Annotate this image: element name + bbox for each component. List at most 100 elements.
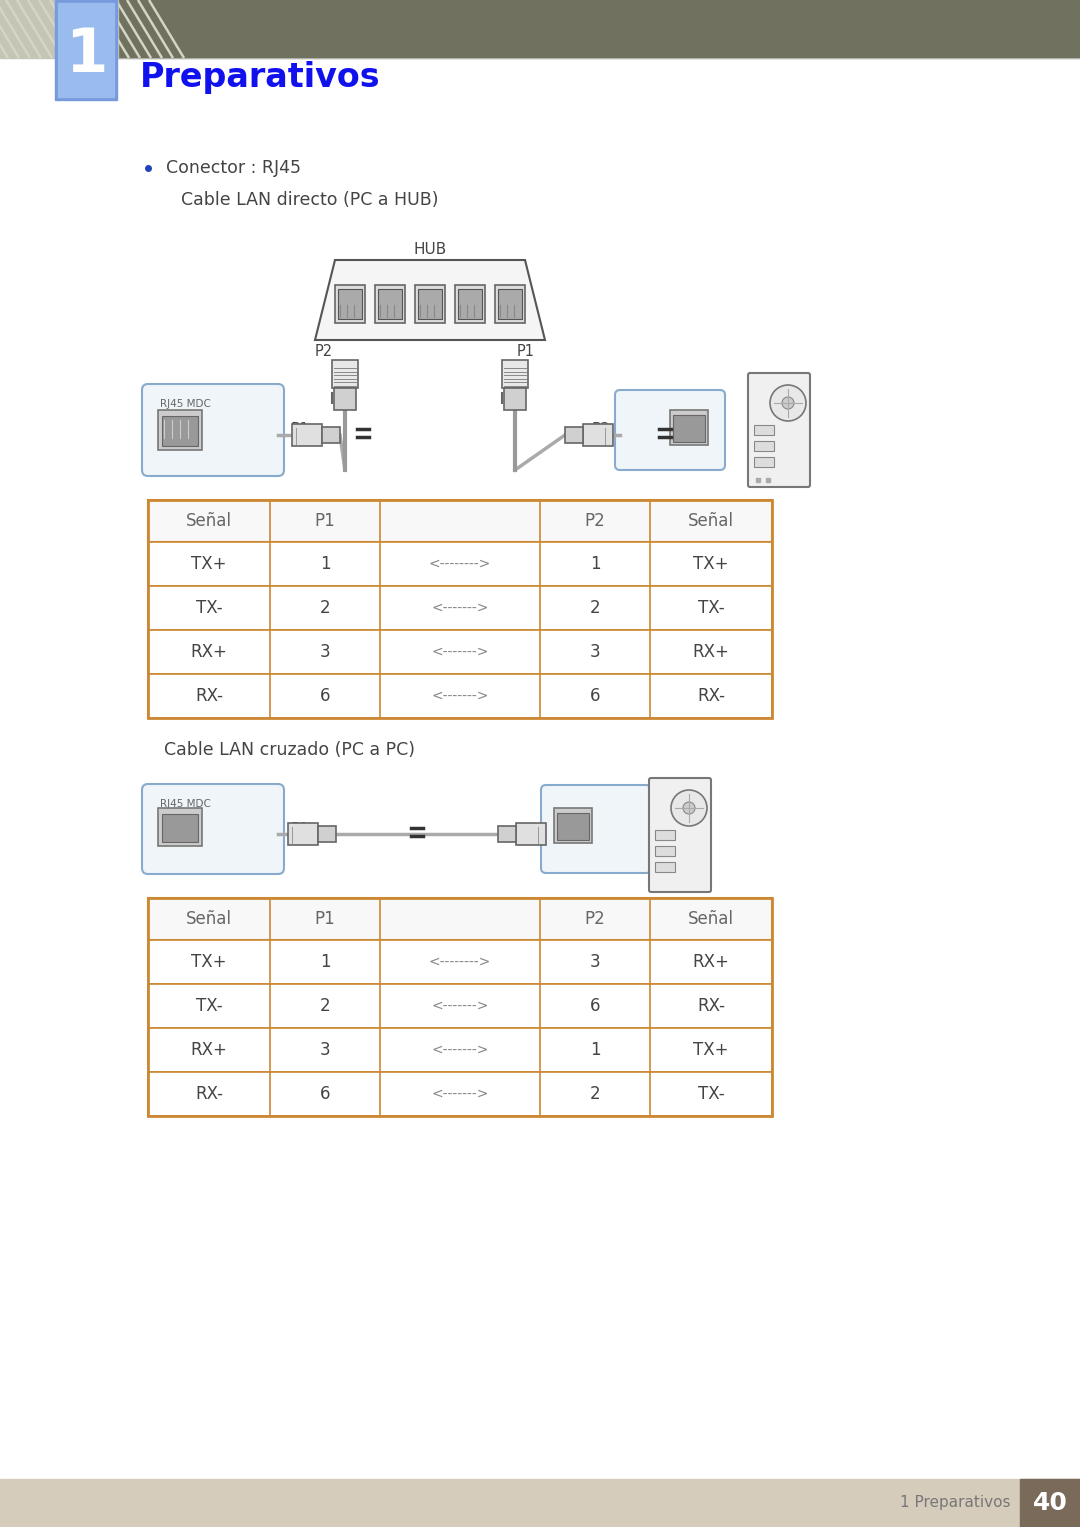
Text: 3: 3: [590, 953, 600, 971]
Bar: [670, 411, 708, 444]
Bar: [754, 425, 774, 435]
Text: Señal: Señal: [186, 512, 232, 530]
Bar: [332, 360, 357, 388]
Text: 1: 1: [320, 953, 330, 971]
Text: P2: P2: [315, 345, 333, 359]
Bar: [498, 826, 516, 841]
Text: TX-: TX-: [195, 997, 222, 1015]
FancyBboxPatch shape: [649, 777, 711, 892]
Bar: [654, 831, 675, 840]
Bar: [418, 289, 442, 319]
Text: RJ45 MDC: RJ45 MDC: [160, 799, 211, 809]
Text: RX-: RX-: [195, 1086, 222, 1102]
Bar: [754, 457, 774, 467]
Circle shape: [782, 397, 794, 409]
Text: <------->: <------->: [431, 1087, 488, 1101]
Circle shape: [770, 385, 806, 421]
Text: Señal: Señal: [688, 910, 734, 928]
FancyBboxPatch shape: [748, 373, 810, 487]
Bar: [0, 0, 118, 58]
Bar: [554, 808, 592, 843]
Text: <------->: <------->: [431, 689, 488, 702]
Text: RX-: RX-: [697, 687, 725, 705]
Text: Señal: Señal: [688, 512, 734, 530]
Text: P2: P2: [584, 910, 606, 928]
Text: 1: 1: [320, 554, 330, 573]
Bar: [55, 0, 117, 99]
FancyBboxPatch shape: [141, 783, 284, 873]
Text: 1: 1: [65, 26, 107, 84]
Text: Cable LAN cruzado (PC a PC): Cable LAN cruzado (PC a PC): [164, 741, 415, 759]
Bar: [162, 415, 198, 446]
Text: TX-: TX-: [195, 599, 222, 617]
Text: P1: P1: [291, 822, 309, 837]
Bar: [516, 823, 546, 844]
Bar: [1020, 1480, 1080, 1527]
Text: P1: P1: [291, 423, 309, 438]
FancyBboxPatch shape: [541, 785, 651, 873]
Text: P1: P1: [314, 512, 336, 530]
Bar: [148, 673, 772, 718]
Text: RJ45 MDC: RJ45 MDC: [160, 399, 211, 409]
Bar: [148, 631, 772, 673]
Bar: [292, 425, 322, 446]
Text: TX+: TX+: [693, 1041, 729, 1060]
Text: TX-: TX-: [698, 1086, 725, 1102]
Bar: [288, 823, 318, 844]
Text: 6: 6: [320, 1086, 330, 1102]
Text: <-------->: <-------->: [429, 954, 491, 970]
Bar: [654, 863, 675, 872]
Text: Conector : RJ45: Conector : RJ45: [166, 159, 301, 177]
Bar: [0, 1480, 1080, 1527]
Text: Señal: Señal: [186, 910, 232, 928]
Bar: [318, 826, 336, 841]
Bar: [338, 289, 362, 319]
Text: RX+: RX+: [190, 643, 228, 661]
Bar: [754, 441, 774, 450]
Polygon shape: [315, 260, 545, 341]
Text: <-------->: <-------->: [429, 557, 491, 571]
Text: P2: P2: [584, 512, 606, 530]
Bar: [148, 1072, 772, 1116]
Bar: [504, 388, 526, 411]
Bar: [502, 360, 528, 388]
Bar: [375, 286, 405, 324]
Text: 6: 6: [320, 687, 330, 705]
Text: TX+: TX+: [191, 953, 227, 971]
Text: 2: 2: [320, 599, 330, 617]
Text: 40: 40: [1032, 1490, 1067, 1515]
Bar: [162, 814, 198, 841]
Circle shape: [671, 789, 707, 826]
Text: 1: 1: [590, 1041, 600, 1060]
Text: P1: P1: [314, 910, 336, 928]
Text: <------->: <------->: [431, 644, 488, 660]
Text: 6: 6: [590, 997, 600, 1015]
Text: 3: 3: [320, 643, 330, 661]
Bar: [334, 388, 356, 411]
Bar: [148, 499, 772, 542]
Text: TX-: TX-: [698, 599, 725, 617]
FancyBboxPatch shape: [615, 389, 725, 470]
FancyBboxPatch shape: [141, 383, 284, 476]
Text: Preparativos: Preparativos: [140, 61, 380, 95]
Bar: [583, 425, 613, 446]
Text: HUB: HUB: [414, 243, 447, 258]
Bar: [148, 898, 772, 1116]
Bar: [148, 983, 772, 1028]
Bar: [158, 808, 202, 846]
Bar: [565, 428, 583, 443]
Bar: [335, 286, 365, 324]
Bar: [654, 846, 675, 857]
Text: P2: P2: [591, 423, 610, 438]
Text: 3: 3: [590, 643, 600, 661]
Bar: [498, 289, 522, 319]
Text: 1: 1: [590, 554, 600, 573]
Text: 3: 3: [320, 1041, 330, 1060]
Bar: [557, 812, 589, 840]
Bar: [415, 286, 445, 324]
Text: RX-: RX-: [697, 997, 725, 1015]
Bar: [458, 289, 482, 319]
Text: RX+: RX+: [190, 1041, 228, 1060]
Text: 6: 6: [590, 687, 600, 705]
Bar: [378, 289, 402, 319]
